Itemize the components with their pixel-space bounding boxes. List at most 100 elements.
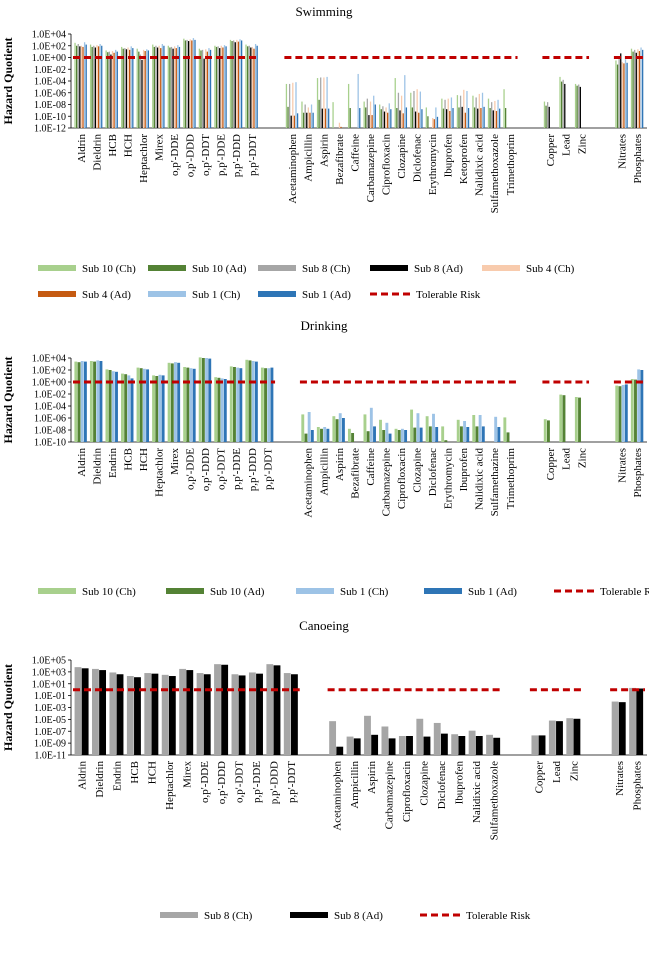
bar-sub4_ch xyxy=(292,82,294,128)
bar-sub10_ch xyxy=(410,92,412,128)
x-tick-label: Clozapine xyxy=(419,761,431,806)
x-tick-label: Aspirin xyxy=(366,761,378,795)
bar-sub10_ch xyxy=(425,107,427,128)
bar-sub1_ad xyxy=(359,108,361,128)
bar-sub10_ad xyxy=(200,50,202,129)
bar-sub8_ad xyxy=(368,115,370,128)
legend-label: Sub 1 (Ch) xyxy=(192,289,241,301)
bar-sub1_ch xyxy=(640,47,642,129)
bar-sub4_ch xyxy=(111,51,114,128)
x-tick-label: Heptachlor xyxy=(153,448,165,497)
bar-sub10_ch xyxy=(136,367,140,442)
y-tick-label: 1.0E-10 xyxy=(34,112,66,123)
legend-swatch xyxy=(258,291,296,297)
bar-sub8_ad xyxy=(321,108,323,128)
bar-sub10_ad xyxy=(108,370,112,442)
bar-sub10_ch xyxy=(332,102,334,128)
legend-swatch xyxy=(38,588,76,594)
x-tick-label: Ampicillin xyxy=(318,448,330,496)
bar-sub8_ad xyxy=(221,664,229,755)
x-tick-label: HCH xyxy=(122,134,134,157)
bar-sub8_ch xyxy=(398,736,406,755)
x-tick-label: Zinc xyxy=(576,134,588,154)
bar-sub10_ch xyxy=(245,359,249,442)
y-tick-label: 1.0E+02 xyxy=(32,366,66,377)
bar-sub8_ad xyxy=(446,109,448,128)
x-tick-label: Ampicillin xyxy=(349,761,361,809)
bar-sub1_ch xyxy=(177,45,179,128)
y-tick-label: 1.0E+03 xyxy=(32,667,66,678)
bar-sub10_ch xyxy=(105,369,109,442)
bar-sub1_ad xyxy=(256,45,258,128)
bar-sub1_ad xyxy=(85,44,87,128)
bar-sub4_ad xyxy=(113,52,115,128)
x-tick-label: Dieldrin xyxy=(91,134,103,171)
bar-sub1_ch xyxy=(115,49,117,128)
y-tick-label: 1.0E-04 xyxy=(34,402,66,413)
bar-sub10_ad xyxy=(335,419,339,442)
x-tick-label: Nalidixic acid xyxy=(474,448,486,511)
bar-sub10_ad xyxy=(75,45,78,128)
bar-sub10_ch xyxy=(152,375,156,442)
bar-sub10_ch xyxy=(456,419,460,442)
x-tick-label: Acetaminophen xyxy=(303,448,315,518)
bar-sub8_ad xyxy=(134,677,141,755)
bar-sub1_ad xyxy=(642,49,644,128)
bar-sub1_ad xyxy=(192,368,196,442)
bar-sub1_ad xyxy=(466,427,470,442)
legend-label: Sub 1 (Ad) xyxy=(468,586,517,598)
bar-sub10_ch xyxy=(503,89,505,128)
bar-sub1_ad xyxy=(115,371,118,442)
bar-sub1_ch xyxy=(481,92,484,128)
bar-sub8_ch xyxy=(531,735,539,755)
legend-swatch xyxy=(424,588,462,594)
bar-sub8_ad xyxy=(414,111,417,128)
bar-sub1_ch xyxy=(373,95,375,128)
legend-label: Sub 10 (Ad) xyxy=(210,586,265,598)
bar-sub4_ad xyxy=(464,112,467,128)
legend-item: Tolerable Risk xyxy=(420,910,531,922)
bar-sub1_ch xyxy=(419,91,421,128)
bar-sub1_ch xyxy=(80,361,84,442)
x-tick-label: Ampicillin xyxy=(303,134,315,182)
bar-sub10_ad xyxy=(231,41,233,128)
bar-sub10_ch xyxy=(394,78,396,128)
bar-sub4_ad xyxy=(293,115,296,128)
x-tick-label: Diclofenac xyxy=(412,134,424,182)
bar-sub1_ch xyxy=(83,42,86,129)
bar-sub1_ch xyxy=(326,76,328,128)
bar-sub8_ad xyxy=(618,702,626,755)
bar-sub8_ch xyxy=(248,672,256,755)
bar-sub8_ad xyxy=(238,675,246,755)
bar-sub8_ch xyxy=(444,99,446,128)
bar-sub10_ch xyxy=(167,45,169,128)
y-axis-label: Hazard Quotient xyxy=(1,38,15,125)
bar-sub10_ch xyxy=(543,419,547,442)
x-tick-label: Nitrates xyxy=(617,448,629,483)
bar-sub8_ch xyxy=(231,674,239,755)
bar-sub10_ch xyxy=(245,44,247,128)
bar-sub10_ch xyxy=(559,76,561,128)
bar-sub10_ch xyxy=(379,419,382,442)
bar-sub10_ad xyxy=(366,431,370,442)
bar-sub10_ch xyxy=(152,44,154,128)
x-tick-label: Trimethoprim xyxy=(505,134,517,196)
bar-sub10_ch xyxy=(472,95,474,128)
bar-sub1_ad xyxy=(624,384,628,442)
bar-sub1_ad xyxy=(373,426,376,442)
bar-sub10_ch xyxy=(503,417,507,442)
bar-sub1_ch xyxy=(161,43,163,128)
bar-sub8_ad xyxy=(383,111,386,128)
bar-sub4_ch xyxy=(236,39,238,129)
bar-sub10_ch xyxy=(615,60,617,128)
bar-sub1_ad xyxy=(467,108,470,128)
bar-sub8_ad xyxy=(336,746,344,755)
bar-sub1_ad xyxy=(147,50,150,129)
bar-sub8_ad xyxy=(273,665,281,755)
bar-sub10_ad xyxy=(576,85,578,128)
x-tick-label: HCB xyxy=(129,761,141,784)
legend-label: Tolerable Risk xyxy=(600,586,649,598)
bar-sub10_ad xyxy=(365,107,367,128)
